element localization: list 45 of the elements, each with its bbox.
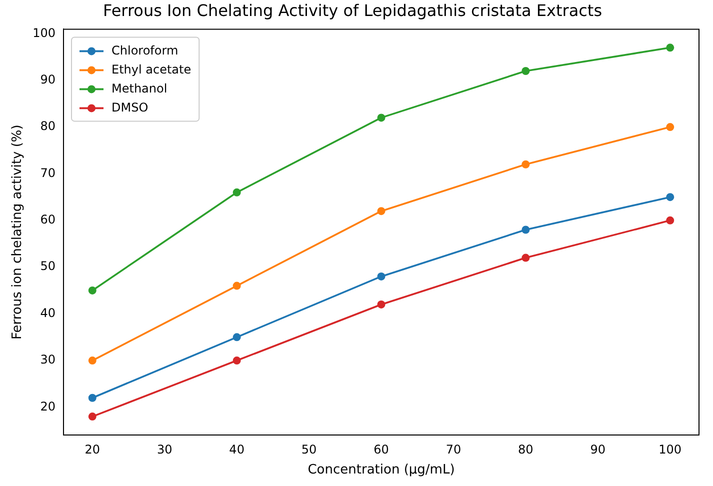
y-tick-label: 70 [40, 166, 56, 180]
legend-label: Ethyl acetate [112, 62, 192, 76]
y-tick-label: 80 [40, 119, 56, 134]
point [666, 216, 674, 224]
y-axis-title: Ferrous ion chelating activity (%) [10, 124, 26, 340]
legend-label: Methanol [112, 81, 168, 96]
point [88, 356, 96, 365]
y-tick-label: 40 [40, 306, 56, 320]
legend-label: DMSO [112, 100, 148, 114]
point [522, 226, 530, 234]
point [232, 356, 241, 365]
y-tick-label: 30 [40, 352, 56, 367]
y-tick-label: 90 [40, 72, 56, 86]
y-tick-label: 60 [40, 212, 56, 227]
legend-label: Chloroform [112, 43, 178, 58]
x-tick-label: 70 [446, 442, 462, 456]
x-axis-title: Concentration (µg/mL) [308, 462, 455, 478]
point [88, 412, 96, 421]
point [666, 44, 674, 52]
x-tick-label: 50 [301, 442, 317, 456]
point [232, 282, 241, 290]
x-tick-label: 60 [374, 442, 389, 456]
point [232, 188, 241, 196]
x-tick-label: 80 [518, 442, 534, 456]
point [377, 114, 386, 122]
x-tick-label: 100 [658, 442, 682, 456]
point [232, 333, 241, 342]
point [666, 123, 674, 132]
point [522, 254, 530, 262]
x-tick-label: 90 [590, 442, 606, 456]
x-tick-label: 20 [84, 442, 100, 456]
point [377, 272, 386, 280]
point [522, 160, 530, 168]
point [88, 394, 96, 402]
point [377, 207, 386, 216]
x-tick-label: 40 [229, 442, 244, 456]
x-tick-label: 30 [156, 442, 172, 456]
chart-title: Ferrous Ion Chelating Activity of Lepidagathis cristata Extracts [102, 0, 602, 20]
y-tick-label: 20 [40, 399, 56, 414]
point [377, 300, 386, 308]
point [666, 193, 674, 202]
y-tick-label: 50 [40, 259, 56, 274]
y-tick-label: 100 [32, 26, 56, 40]
point [522, 66, 530, 75]
point [88, 286, 96, 294]
